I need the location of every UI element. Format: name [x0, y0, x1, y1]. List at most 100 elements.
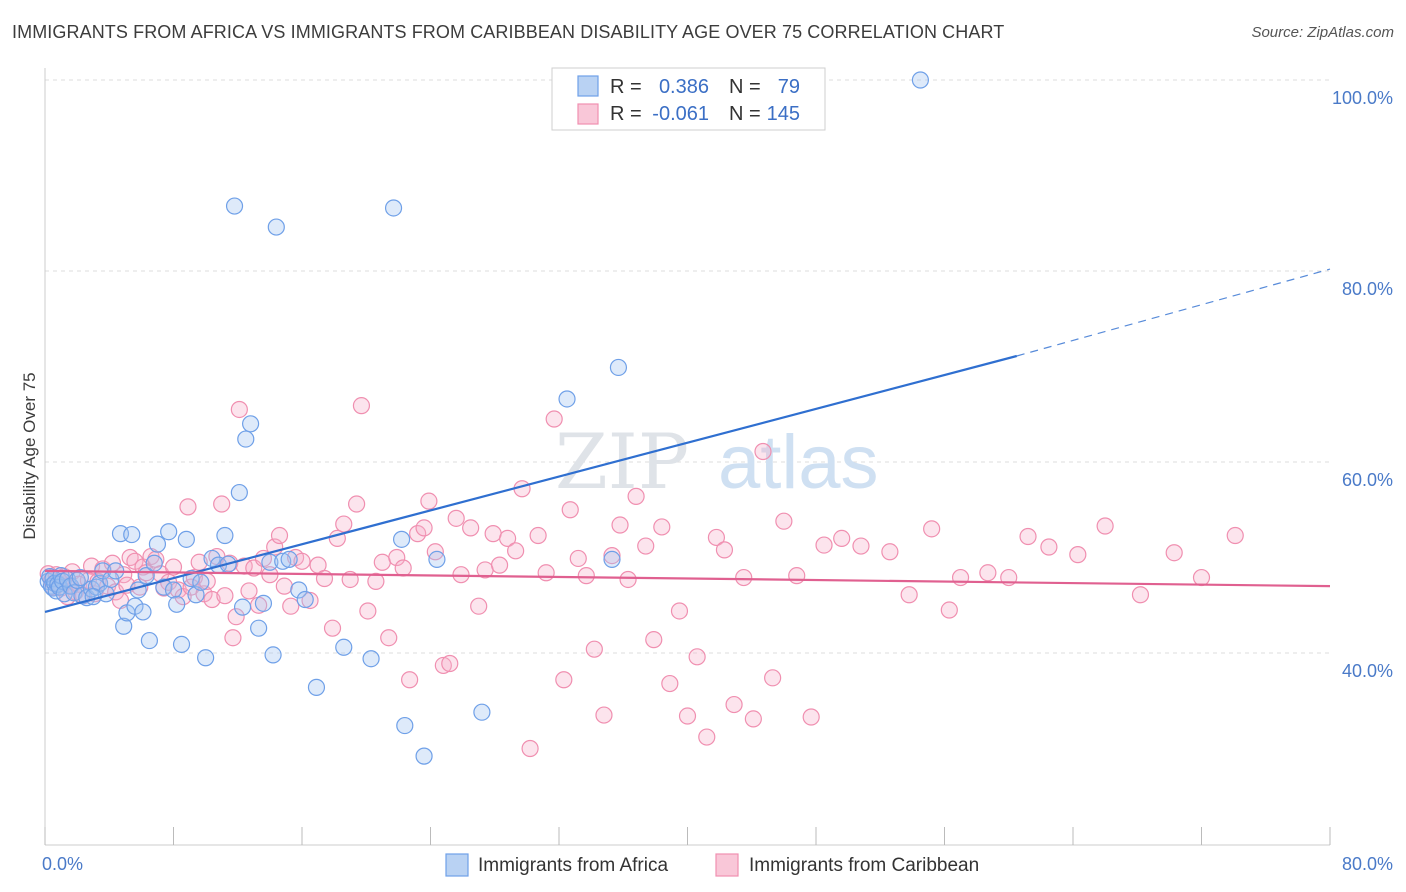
africa-point [164, 581, 183, 599]
tick-labels: 40.0% 60.0% 80.0% 100.0% 0.0% 80.0% [42, 88, 1393, 874]
caribbean-point [447, 509, 465, 527]
caribbean-point [529, 526, 547, 545]
caribbean-point [715, 541, 734, 559]
caribbean-point [164, 558, 183, 576]
africa-point [148, 535, 167, 553]
watermark-atlas: atlas [718, 420, 879, 505]
caribbean-point [923, 520, 941, 538]
caribbean-point [335, 515, 353, 533]
legend-caribbean-swatch [577, 103, 599, 125]
africa-point [134, 603, 152, 621]
africa-point [115, 617, 133, 635]
caribbean-point [537, 564, 555, 582]
caribbean-point [555, 671, 573, 689]
caribbean-point [462, 519, 480, 537]
caribbean-point [645, 631, 663, 649]
caribbean-point [224, 629, 242, 647]
caribbean-point [359, 602, 377, 620]
caribbean-point [1192, 568, 1211, 587]
africa-point [396, 716, 414, 735]
africa-point [140, 631, 159, 650]
africa-point [145, 554, 163, 572]
caribbean-point [653, 518, 671, 536]
caribbean-point [735, 568, 753, 587]
africa-point [168, 595, 186, 613]
caribbean-point [940, 601, 958, 619]
caribbean-point [409, 525, 427, 543]
caribbean-point [627, 487, 645, 505]
legend-africa-swatch [577, 75, 599, 97]
caribbean-point [216, 587, 234, 605]
bottom-legend-caribbean-swatch [715, 853, 739, 877]
caribbean-point [661, 674, 679, 693]
caribbean-point [900, 586, 918, 604]
africa-point [280, 550, 298, 569]
caribbean-point [521, 739, 539, 758]
caribbean-point [293, 552, 311, 570]
africa-point [274, 552, 292, 570]
legend-top: R = 0.386 N = 79 R = -0.061 N = 145 [551, 67, 826, 131]
trend-lines [44, 268, 1331, 613]
legend-caribbean-r-value: -0.061 [652, 103, 709, 125]
caribbean-point [348, 495, 366, 513]
africa-point [603, 550, 621, 569]
caribbean-point [179, 498, 197, 516]
caribbean-point [569, 549, 587, 568]
bottom-legend-africa-label: Immigrants from Africa [478, 855, 668, 876]
africa-point [237, 430, 255, 448]
caribbean-point [561, 501, 579, 519]
y-tick-label: 40.0% [1342, 661, 1393, 681]
africa-point [197, 649, 215, 667]
africa-point [192, 573, 210, 591]
caribbean-point [788, 567, 806, 585]
legend-africa-r-value: 0.386 [659, 76, 709, 98]
caribbean-point [490, 556, 509, 574]
caribbean-point [213, 495, 231, 513]
africa-point [71, 568, 89, 587]
africa-trend-extension [1016, 268, 1331, 357]
caribbean-point [545, 410, 563, 428]
caribbean-point [852, 537, 870, 555]
africa-point [233, 598, 252, 616]
africa-point [384, 199, 403, 217]
caribbean-point [352, 397, 371, 415]
africa-point [254, 594, 273, 612]
caribbean-point [227, 608, 245, 626]
caribbean-point [707, 528, 726, 547]
caribbean-point [802, 708, 820, 726]
africa-point [172, 635, 191, 654]
africa-point [264, 646, 282, 664]
africa-point [242, 415, 260, 433]
africa-point [362, 650, 380, 668]
africa-point [225, 197, 244, 215]
bottom-legend-caribbean-label: Immigrants from Caribbean [749, 855, 979, 876]
legend-africa-n-label: N = [729, 76, 761, 98]
caribbean-trend-line [44, 569, 1331, 588]
caribbean-point [270, 526, 289, 545]
caribbean-point [688, 648, 706, 666]
africa-point [609, 358, 628, 377]
caribbean-point [394, 559, 412, 577]
caribbean-point [833, 529, 851, 548]
caribbean-point [775, 512, 793, 530]
africa-point [392, 530, 411, 548]
caribbean-point [1040, 538, 1058, 556]
africa-point [203, 549, 221, 568]
legend-africa-r-label: R = [610, 76, 642, 98]
x-tick-label: 80.0% [1342, 854, 1393, 874]
caribbean-point [678, 707, 697, 725]
caribbean-point [698, 728, 716, 746]
caribbean-point [815, 536, 833, 554]
y-tick-label: 80.0% [1342, 279, 1393, 299]
africa-point [335, 638, 353, 656]
legend-caribbean-n-value: 145 [767, 103, 800, 125]
africa-point [160, 523, 178, 541]
africa-point [68, 571, 86, 590]
africa-point [428, 550, 446, 569]
axes [44, 68, 1331, 846]
legend-caribbean-r-label: R = [610, 103, 642, 125]
africa-point [296, 590, 314, 609]
caribbean-point [603, 546, 621, 565]
caribbean-point [754, 442, 772, 461]
